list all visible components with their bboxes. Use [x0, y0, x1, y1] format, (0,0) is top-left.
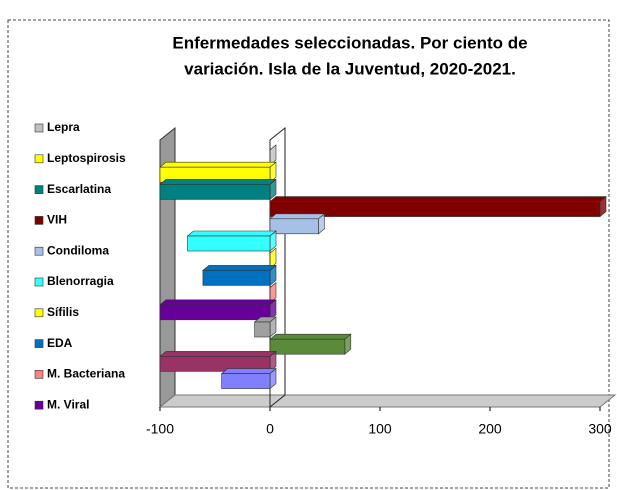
legend-label: Escarlatina	[47, 182, 111, 196]
legend-swatch	[34, 308, 44, 318]
bar	[269, 201, 601, 217]
legend-swatch	[34, 339, 44, 348]
bar-top	[159, 179, 277, 185]
chart-title: variación. Isla de la Juventud, 2020-202…	[184, 59, 516, 78]
bar-top	[220, 368, 277, 374]
bar	[221, 373, 271, 389]
legend-label: VIH	[47, 213, 67, 227]
bar	[269, 338, 346, 355]
floor	[158, 394, 617, 408]
bar-top	[269, 196, 607, 202]
legend-swatch	[34, 123, 44, 133]
bar	[254, 321, 271, 338]
legend-label: M. Bacteriana	[47, 367, 125, 381]
bar-top	[269, 213, 326, 220]
chart-title: Enfermedades seleccionadas. Por ciento d…	[172, 33, 527, 52]
bar	[159, 304, 271, 321]
legend-label: Sífilis	[47, 305, 79, 319]
legend-label: Leptospirosis	[47, 151, 126, 165]
legend-label: M. Viral	[47, 397, 89, 411]
legend-label: EDA	[47, 336, 73, 350]
legend-swatch	[34, 246, 44, 256]
bar-top	[159, 299, 277, 306]
legend-label: Condiloma	[47, 243, 109, 257]
legend-swatch	[34, 400, 44, 410]
bar-top	[159, 351, 277, 357]
legend-swatch	[34, 185, 44, 194]
x-tick-label: 100	[368, 421, 392, 437]
legend-swatch	[34, 370, 44, 379]
legend-swatch	[34, 154, 44, 164]
x-tick-label: 0	[266, 421, 274, 437]
bar	[202, 270, 271, 286]
x-tick-label: -100	[146, 421, 174, 437]
bar-top	[202, 265, 277, 271]
legend-swatch	[34, 277, 44, 287]
bar-top	[159, 161, 277, 168]
legend-swatch	[34, 216, 44, 225]
x-tick-label: 300	[588, 421, 612, 437]
legend-label: Blenorragia	[47, 274, 114, 288]
bar	[159, 356, 271, 372]
legend-label: Lepra	[47, 120, 80, 134]
frame	[7, 19, 610, 489]
bar-top	[269, 333, 352, 340]
bar	[187, 235, 271, 252]
bar	[269, 218, 319, 235]
bar-top	[186, 230, 277, 237]
bar	[159, 184, 271, 200]
x-tick-label: 200	[478, 421, 502, 437]
